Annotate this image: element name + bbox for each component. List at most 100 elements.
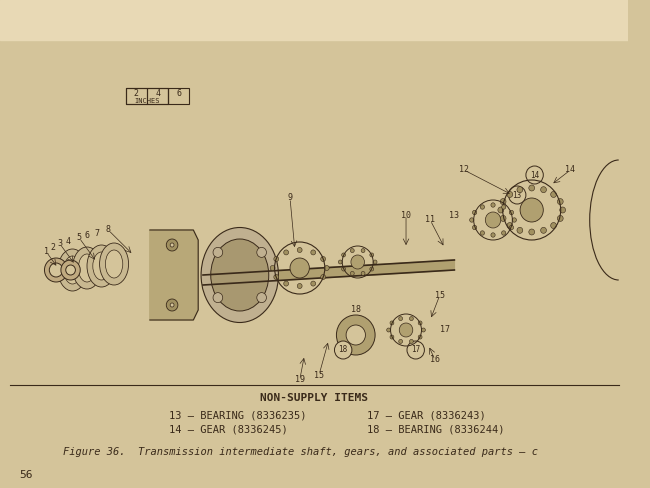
Circle shape bbox=[290, 258, 309, 278]
Text: INCHES: INCHES bbox=[134, 98, 160, 104]
Circle shape bbox=[311, 281, 316, 286]
Text: 5: 5 bbox=[77, 233, 82, 243]
Text: 13: 13 bbox=[513, 190, 522, 200]
Text: 17 – GEAR (8336243): 17 – GEAR (8336243) bbox=[367, 410, 486, 420]
Circle shape bbox=[480, 205, 484, 209]
Text: 14: 14 bbox=[566, 165, 575, 175]
Ellipse shape bbox=[211, 239, 268, 311]
Circle shape bbox=[297, 284, 302, 288]
Circle shape bbox=[49, 263, 63, 277]
Circle shape bbox=[284, 250, 289, 255]
Circle shape bbox=[274, 274, 279, 280]
Circle shape bbox=[508, 186, 526, 204]
Text: 15: 15 bbox=[435, 290, 445, 300]
Circle shape bbox=[398, 317, 402, 321]
Circle shape bbox=[335, 341, 352, 359]
Circle shape bbox=[526, 166, 543, 184]
Text: 17: 17 bbox=[439, 325, 450, 334]
Ellipse shape bbox=[87, 245, 116, 287]
Text: 4: 4 bbox=[65, 237, 70, 245]
Circle shape bbox=[361, 271, 365, 275]
Circle shape bbox=[350, 271, 354, 275]
Text: 14 – GEAR (8336245): 14 – GEAR (8336245) bbox=[169, 425, 288, 435]
Text: 16: 16 bbox=[430, 355, 440, 365]
Circle shape bbox=[410, 340, 413, 344]
Circle shape bbox=[270, 265, 275, 270]
Text: 19: 19 bbox=[294, 375, 305, 385]
Circle shape bbox=[407, 341, 424, 359]
Circle shape bbox=[284, 281, 289, 286]
Text: 18 – BEARING (8336244): 18 – BEARING (8336244) bbox=[367, 425, 505, 435]
Circle shape bbox=[170, 303, 174, 307]
Circle shape bbox=[558, 199, 563, 204]
Circle shape bbox=[390, 335, 394, 339]
Circle shape bbox=[350, 248, 354, 253]
Ellipse shape bbox=[73, 247, 101, 289]
Circle shape bbox=[491, 233, 495, 237]
Circle shape bbox=[517, 187, 523, 193]
Circle shape bbox=[520, 198, 543, 222]
Ellipse shape bbox=[64, 256, 81, 284]
Circle shape bbox=[257, 247, 266, 257]
Circle shape bbox=[529, 185, 534, 191]
Circle shape bbox=[421, 328, 425, 332]
Circle shape bbox=[320, 257, 326, 262]
Circle shape bbox=[257, 293, 266, 303]
Text: 56: 56 bbox=[20, 470, 33, 480]
Circle shape bbox=[502, 231, 506, 235]
Circle shape bbox=[473, 210, 476, 215]
Circle shape bbox=[498, 207, 504, 213]
Circle shape bbox=[370, 267, 374, 271]
Circle shape bbox=[337, 315, 375, 355]
Circle shape bbox=[339, 260, 342, 264]
Circle shape bbox=[274, 257, 279, 262]
Circle shape bbox=[470, 218, 474, 222]
Text: 9: 9 bbox=[287, 194, 292, 203]
Circle shape bbox=[551, 191, 556, 198]
Bar bbox=[147, 88, 168, 104]
Circle shape bbox=[342, 253, 346, 257]
Ellipse shape bbox=[93, 252, 110, 280]
Circle shape bbox=[486, 212, 500, 228]
Circle shape bbox=[480, 231, 484, 235]
Circle shape bbox=[297, 247, 302, 252]
Circle shape bbox=[311, 250, 316, 255]
Circle shape bbox=[418, 321, 422, 325]
Text: 13 – BEARING (8336235): 13 – BEARING (8336235) bbox=[169, 410, 307, 420]
Ellipse shape bbox=[99, 243, 129, 285]
Circle shape bbox=[491, 203, 495, 207]
Bar bbox=[125, 88, 147, 104]
Circle shape bbox=[213, 247, 223, 257]
Circle shape bbox=[560, 207, 566, 213]
Circle shape bbox=[500, 215, 506, 222]
Circle shape bbox=[551, 223, 556, 228]
Text: 4: 4 bbox=[155, 88, 160, 98]
Circle shape bbox=[500, 199, 506, 204]
Text: 1: 1 bbox=[44, 247, 49, 257]
Text: 15: 15 bbox=[314, 370, 324, 380]
Bar bbox=[168, 88, 190, 104]
Circle shape bbox=[324, 265, 329, 270]
Circle shape bbox=[398, 340, 402, 344]
Ellipse shape bbox=[105, 250, 123, 278]
Circle shape bbox=[507, 223, 513, 228]
Circle shape bbox=[510, 225, 514, 230]
Circle shape bbox=[370, 253, 374, 257]
Circle shape bbox=[502, 205, 506, 209]
Circle shape bbox=[213, 293, 223, 303]
Circle shape bbox=[373, 260, 377, 264]
Circle shape bbox=[166, 299, 178, 311]
Circle shape bbox=[541, 187, 547, 193]
Ellipse shape bbox=[201, 227, 278, 323]
Circle shape bbox=[320, 274, 326, 280]
Text: NON-SUPPLY ITEMS: NON-SUPPLY ITEMS bbox=[260, 393, 368, 403]
Circle shape bbox=[390, 321, 394, 325]
Circle shape bbox=[170, 243, 174, 247]
Circle shape bbox=[473, 225, 476, 230]
Circle shape bbox=[44, 258, 68, 282]
Circle shape bbox=[346, 325, 365, 345]
Text: 13: 13 bbox=[449, 210, 460, 220]
Text: 6: 6 bbox=[176, 88, 181, 98]
Text: 2: 2 bbox=[134, 88, 139, 98]
Circle shape bbox=[541, 227, 547, 233]
